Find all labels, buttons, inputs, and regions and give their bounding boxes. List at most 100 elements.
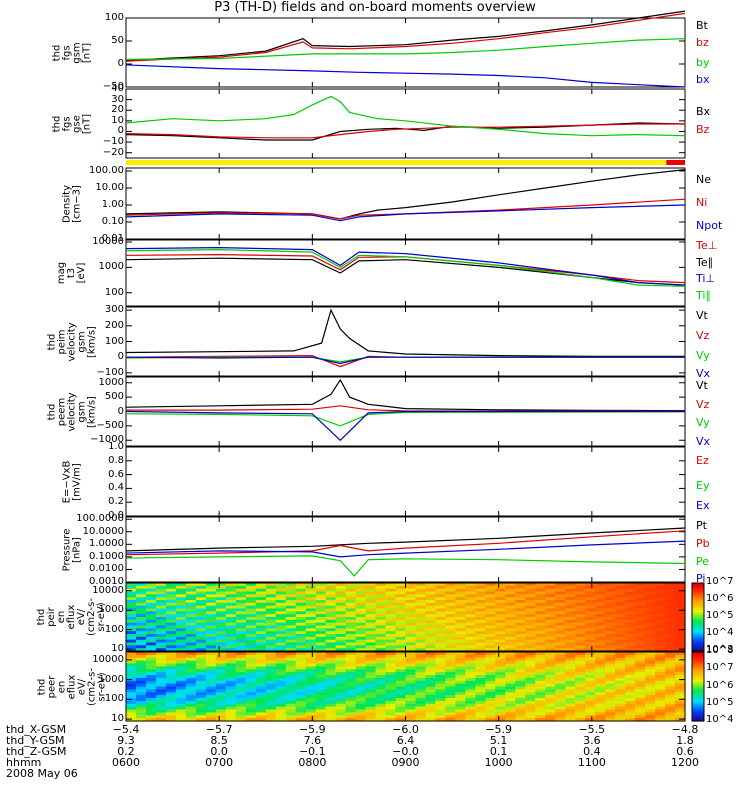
spectrogram-cell — [185, 631, 197, 635]
spectrogram-cell — [295, 654, 307, 659]
spectrogram-cell — [365, 709, 377, 713]
spectrogram-cell — [445, 654, 456, 659]
spectrogram-cell — [585, 669, 596, 673]
spectrogram-cell — [525, 634, 536, 638]
series-line-pe — [125, 555, 686, 577]
spectrogram-cell — [365, 669, 377, 673]
spectrogram-cell — [285, 645, 297, 649]
spectrogram-cell — [475, 680, 486, 685]
spectrogram-cell — [265, 663, 277, 667]
spectrogram-cell — [575, 698, 586, 702]
spectrogram-cell — [595, 698, 606, 702]
spectrogram-cell — [495, 642, 506, 646]
spectrogram-cell — [225, 588, 237, 593]
spectrogram-cell — [405, 683, 417, 688]
spectrogram-cell — [175, 619, 187, 624]
spectrogram-cell — [455, 588, 466, 593]
spectrogram-cell — [295, 706, 307, 711]
spectrogram-cell — [605, 614, 616, 618]
colorbar-cell — [692, 621, 704, 625]
spectrogram-cell — [315, 703, 327, 708]
spectrogram-cell — [565, 600, 576, 604]
spectrogram-cell — [525, 680, 536, 685]
y-axis-label-line: gsm — [76, 330, 87, 353]
spectrogram-cell — [305, 718, 317, 722]
spectrogram-cell — [415, 622, 427, 627]
spectrogram-cell — [515, 648, 526, 652]
spectrogram-cell — [575, 591, 586, 595]
spectrogram-cell — [535, 675, 546, 679]
spectrogram-cell — [155, 628, 167, 632]
spectrogram-cell — [505, 645, 516, 649]
spectrogram-cell — [265, 709, 277, 713]
spectrogram-cell — [445, 660, 456, 665]
spectrogram-cell — [265, 677, 277, 682]
spectrogram-cell — [635, 663, 646, 667]
spectrogram-cell — [595, 636, 606, 641]
spectrogram-cell — [265, 585, 277, 590]
spectrogram-cell — [375, 666, 387, 670]
colorbar-tick-label: 10^5 — [706, 610, 734, 621]
spectrogram-cell — [455, 672, 466, 676]
y-tick-label: 50 — [111, 35, 124, 46]
spectrogram-cell — [395, 594, 407, 598]
spectrogram-cell — [535, 602, 546, 607]
spectrogram-cell — [136, 683, 147, 688]
spectrogram-cell — [295, 614, 307, 618]
spectrogram-cell — [645, 715, 656, 719]
spectrogram-cell — [495, 588, 506, 593]
spectrogram-cell — [195, 619, 207, 624]
spectrogram-cell — [165, 594, 177, 598]
spectrogram-cell — [215, 660, 227, 665]
spectrogram-cell — [255, 695, 267, 699]
spectrogram-cell — [245, 718, 257, 722]
spectrogram-cell — [665, 605, 676, 610]
legend-te: Te∥ — [696, 256, 714, 269]
spectrogram-cell — [265, 669, 277, 673]
colorbar-cell — [692, 709, 704, 713]
spectrogram-cell — [595, 654, 606, 659]
spectrogram-cell — [345, 605, 357, 610]
spectrogram-cell — [265, 675, 277, 679]
spectrogram-cell — [605, 692, 616, 696]
spectrogram-cell — [505, 652, 516, 656]
spectrogram-cell — [175, 700, 187, 705]
spectrogram-cell — [165, 625, 177, 629]
spectrogram-cell — [136, 666, 147, 670]
spectrogram-cell — [555, 631, 566, 635]
spectrogram-cell — [126, 695, 137, 699]
spectrogram-cell — [245, 600, 257, 604]
spectrogram-cell — [415, 648, 427, 652]
spectrogram-cell — [635, 680, 646, 685]
spectrogram-cell — [315, 597, 327, 601]
spectrogram-cell — [595, 594, 606, 598]
spectrogram-cell — [235, 625, 247, 629]
spectrogram-cell — [315, 698, 327, 702]
spectrogram-cell — [265, 698, 277, 702]
spectrogram-cell — [595, 669, 606, 673]
spectrogram-cell — [315, 718, 327, 722]
spectrogram-cell — [565, 686, 576, 690]
spectrogram-cell — [625, 631, 636, 635]
spectrogram-cell — [255, 663, 267, 667]
spectrogram-cell — [235, 611, 247, 615]
spectrogram-cell — [205, 622, 217, 627]
spectrogram-cell — [395, 686, 407, 690]
spectrogram-cell — [645, 597, 656, 601]
spectrogram-cell — [545, 677, 556, 682]
spectrogram-cell — [185, 614, 197, 618]
spectrogram-cell — [455, 585, 466, 590]
spectrogram-cell — [225, 600, 237, 604]
spectrogram-cell — [295, 660, 307, 665]
spectrogram-cell — [585, 683, 596, 688]
spectrogram-cell — [146, 652, 157, 656]
spectrogram-cell — [565, 689, 576, 693]
spectrogram-cell — [665, 715, 676, 719]
spectrogram-cell — [285, 597, 297, 601]
spectrogram-cell — [215, 686, 227, 690]
spectrogram-cell — [146, 602, 157, 607]
spectrogram-cell — [425, 700, 437, 705]
spectrogram-cell — [565, 636, 576, 641]
spectrogram-cell — [375, 657, 387, 662]
spectrogram-cell — [495, 654, 506, 659]
